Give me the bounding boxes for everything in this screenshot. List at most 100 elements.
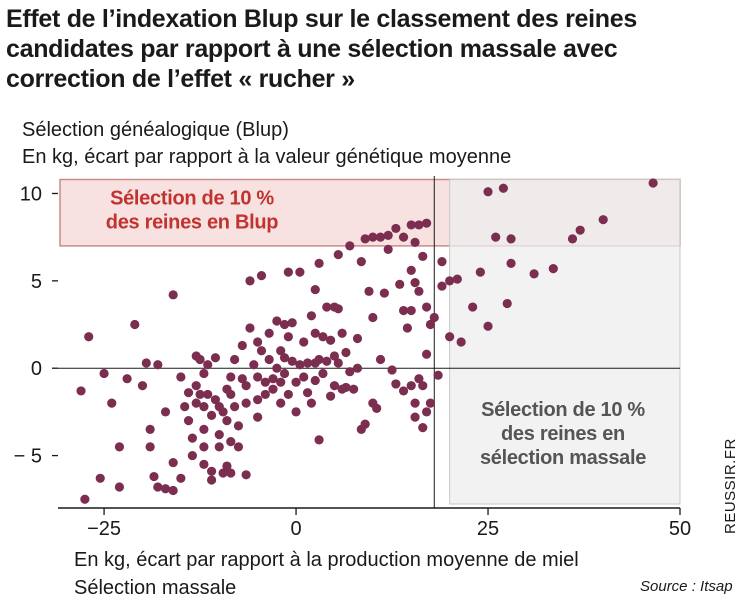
data-point	[333, 358, 343, 368]
data-point	[183, 416, 194, 426]
data-point	[253, 395, 263, 405]
data-point	[306, 398, 317, 408]
data-point	[203, 389, 213, 400]
data-point	[295, 360, 305, 370]
data-point	[226, 389, 236, 400]
data-point	[445, 332, 455, 342]
data-point	[329, 351, 340, 361]
data-point	[483, 187, 493, 197]
data-point	[260, 389, 270, 400]
data-point	[314, 435, 324, 445]
data-point	[218, 468, 228, 478]
data-point	[368, 232, 378, 242]
data-point	[406, 220, 416, 230]
data-point	[375, 232, 386, 242]
data-point	[107, 398, 117, 408]
data-point	[99, 368, 109, 379]
data-point	[306, 311, 317, 321]
data-point	[410, 398, 420, 408]
data-point	[283, 332, 293, 342]
data-point	[230, 354, 240, 365]
data-point	[529, 269, 539, 279]
data-point	[421, 349, 432, 359]
data-point	[345, 241, 355, 251]
data-point	[326, 335, 336, 345]
y-tick-label: 10	[20, 183, 42, 205]
y-axis-unit: En kg, écart par rapport à la valeur gén…	[22, 146, 512, 168]
data-point	[76, 386, 86, 396]
data-point	[364, 286, 374, 296]
data-point	[195, 354, 205, 365]
data-point	[122, 374, 132, 384]
points-layer	[76, 178, 658, 504]
data-point	[283, 267, 293, 277]
data-point	[241, 398, 251, 408]
data-point	[318, 332, 328, 342]
data-point	[333, 250, 343, 260]
data-point	[391, 379, 401, 389]
data-point	[341, 347, 351, 358]
data-point	[130, 319, 140, 330]
data-point	[176, 473, 186, 483]
data-point	[237, 374, 247, 384]
data-point	[341, 382, 351, 393]
data-point	[395, 279, 405, 289]
data-point	[253, 337, 263, 347]
data-point	[272, 316, 282, 326]
y-tick-label: 5	[31, 271, 42, 293]
data-point	[245, 323, 255, 333]
data-point	[253, 372, 263, 382]
data-point	[437, 281, 447, 291]
data-point	[214, 442, 224, 452]
data-point	[176, 372, 186, 382]
data-point	[191, 381, 201, 391]
data-point	[183, 388, 194, 398]
data-point	[199, 442, 209, 452]
data-point	[299, 337, 309, 347]
data-point	[84, 332, 94, 342]
data-point	[483, 321, 493, 331]
x-tick-label: 50	[669, 518, 691, 540]
data-point	[333, 304, 343, 314]
data-point	[256, 271, 267, 281]
data-point	[314, 354, 324, 365]
data-point	[356, 257, 366, 267]
data-point	[421, 218, 432, 228]
chart-title: Effet de l’indexation Blup sur le classe…	[6, 5, 637, 93]
region-labels-layer: Sélection de 10 % des reines en Blup Sélec…	[106, 187, 647, 469]
data-point	[387, 365, 397, 375]
data-point	[199, 459, 209, 469]
data-point	[268, 384, 278, 394]
data-point	[206, 475, 217, 485]
data-point	[226, 437, 236, 447]
data-point	[360, 234, 370, 244]
data-point	[302, 388, 313, 398]
data-point	[506, 258, 516, 268]
x-tick-label: 25	[477, 518, 499, 540]
data-point	[421, 302, 432, 312]
data-point	[206, 410, 217, 420]
data-point	[295, 267, 305, 277]
data-point	[279, 319, 290, 330]
data-point	[283, 389, 293, 400]
data-point	[299, 372, 309, 382]
data-point	[567, 234, 578, 244]
data-point	[322, 302, 332, 312]
data-point	[279, 368, 290, 379]
data-point	[210, 353, 221, 363]
data-point	[498, 183, 508, 193]
data-point	[598, 215, 608, 225]
data-point	[253, 412, 263, 422]
data-point	[575, 225, 585, 235]
data-point	[302, 358, 313, 368]
data-point	[410, 412, 420, 422]
data-point	[272, 363, 282, 373]
site-credit: REUSSIR.FR	[722, 438, 739, 534]
data-point	[648, 178, 658, 188]
data-point	[230, 402, 240, 412]
data-point	[233, 421, 244, 431]
data-point	[418, 381, 428, 391]
x-tick-label: −25	[87, 518, 121, 540]
data-point	[260, 377, 270, 387]
data-point	[502, 298, 512, 309]
